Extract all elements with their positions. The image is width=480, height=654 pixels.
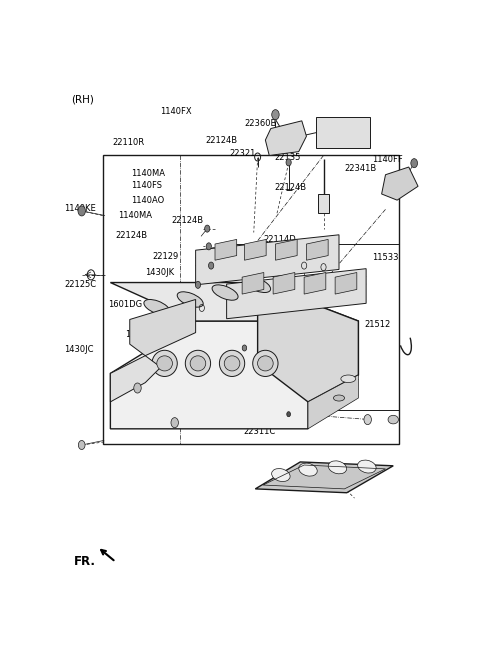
Polygon shape bbox=[130, 300, 196, 356]
Text: 1140FS: 1140FS bbox=[132, 181, 162, 190]
Text: 22124B: 22124B bbox=[172, 216, 204, 226]
Text: 1140MA: 1140MA bbox=[132, 169, 166, 178]
Text: 1140FF: 1140FF bbox=[372, 154, 403, 164]
Ellipse shape bbox=[212, 285, 238, 300]
Bar bbox=[318, 194, 329, 213]
Ellipse shape bbox=[245, 277, 271, 292]
Text: 22135: 22135 bbox=[274, 152, 300, 162]
Circle shape bbox=[134, 383, 141, 393]
Circle shape bbox=[206, 243, 211, 250]
FancyBboxPatch shape bbox=[316, 117, 370, 148]
Ellipse shape bbox=[177, 292, 203, 307]
Polygon shape bbox=[255, 462, 393, 492]
Text: 21513A: 21513A bbox=[320, 320, 352, 329]
Bar bbox=[103, 156, 399, 444]
Circle shape bbox=[195, 281, 201, 288]
Circle shape bbox=[364, 415, 372, 424]
Polygon shape bbox=[242, 273, 264, 294]
Text: 1140KE: 1140KE bbox=[64, 204, 96, 213]
Circle shape bbox=[78, 206, 85, 216]
Text: 22124B: 22124B bbox=[274, 183, 306, 192]
Circle shape bbox=[272, 110, 279, 120]
Text: 1140FX: 1140FX bbox=[160, 107, 192, 116]
Polygon shape bbox=[227, 269, 366, 318]
Polygon shape bbox=[304, 273, 326, 294]
Text: 22124B: 22124B bbox=[205, 136, 237, 145]
Text: 1573JM: 1573JM bbox=[125, 330, 156, 339]
Text: FR.: FR. bbox=[74, 555, 96, 568]
Circle shape bbox=[171, 418, 179, 428]
Circle shape bbox=[208, 262, 214, 269]
Circle shape bbox=[78, 440, 85, 449]
Text: 1601DG: 1601DG bbox=[108, 300, 143, 309]
Polygon shape bbox=[110, 283, 359, 321]
Circle shape bbox=[286, 159, 291, 166]
Ellipse shape bbox=[328, 461, 347, 473]
Polygon shape bbox=[276, 239, 297, 260]
Ellipse shape bbox=[299, 463, 317, 476]
Ellipse shape bbox=[157, 356, 172, 371]
Text: H31176: H31176 bbox=[193, 314, 226, 322]
Polygon shape bbox=[244, 239, 266, 260]
Text: (RH): (RH) bbox=[71, 95, 94, 105]
Circle shape bbox=[204, 225, 210, 232]
Ellipse shape bbox=[358, 460, 376, 473]
Text: 22110R: 22110R bbox=[112, 139, 144, 147]
Text: 1430JK: 1430JK bbox=[145, 268, 174, 277]
Text: 11533: 11533 bbox=[372, 252, 399, 262]
Polygon shape bbox=[308, 375, 359, 429]
Polygon shape bbox=[110, 321, 359, 429]
Ellipse shape bbox=[224, 356, 240, 371]
Ellipse shape bbox=[185, 351, 211, 377]
Text: 22311C: 22311C bbox=[243, 428, 275, 436]
Text: 22114D: 22114D bbox=[264, 235, 297, 244]
Text: 1140MA: 1140MA bbox=[118, 211, 152, 220]
Text: 22124B: 22124B bbox=[115, 231, 147, 240]
Ellipse shape bbox=[341, 375, 356, 383]
Text: 21512: 21512 bbox=[364, 320, 391, 329]
Ellipse shape bbox=[253, 351, 278, 377]
Text: 22129: 22129 bbox=[152, 252, 179, 261]
Text: 22112A: 22112A bbox=[276, 307, 309, 316]
Ellipse shape bbox=[152, 351, 177, 377]
Ellipse shape bbox=[388, 415, 398, 424]
Polygon shape bbox=[258, 283, 359, 402]
Polygon shape bbox=[273, 273, 295, 294]
Ellipse shape bbox=[144, 300, 170, 315]
Text: 22321: 22321 bbox=[229, 148, 256, 158]
Polygon shape bbox=[335, 273, 357, 294]
Text: 1140AO: 1140AO bbox=[132, 196, 165, 205]
Circle shape bbox=[242, 345, 247, 351]
Polygon shape bbox=[306, 239, 328, 260]
Polygon shape bbox=[265, 121, 306, 156]
Polygon shape bbox=[110, 356, 161, 402]
Polygon shape bbox=[215, 239, 237, 260]
Ellipse shape bbox=[219, 351, 245, 377]
Bar bbox=[225, 244, 399, 409]
Text: 22341B: 22341B bbox=[345, 164, 377, 173]
Text: 22125C: 22125C bbox=[64, 281, 96, 290]
Text: 22360B: 22360B bbox=[244, 119, 276, 128]
Circle shape bbox=[411, 159, 418, 167]
Text: 1430JC: 1430JC bbox=[64, 345, 94, 354]
Polygon shape bbox=[382, 167, 418, 200]
Text: 22113A: 22113A bbox=[276, 294, 309, 303]
Ellipse shape bbox=[258, 356, 273, 371]
Ellipse shape bbox=[272, 468, 290, 481]
Circle shape bbox=[287, 411, 290, 417]
Polygon shape bbox=[196, 235, 339, 285]
Ellipse shape bbox=[334, 395, 345, 401]
Ellipse shape bbox=[190, 356, 206, 371]
